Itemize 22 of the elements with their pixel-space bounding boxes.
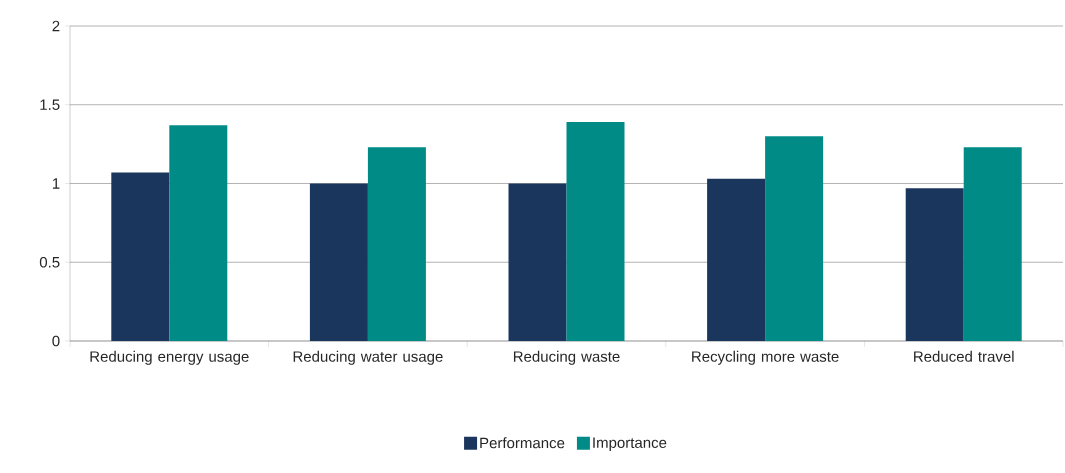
bar	[905, 188, 964, 341]
x-tick-label: Reducing water usage	[293, 350, 443, 365]
bar	[707, 178, 766, 341]
y-tick-label: 1	[52, 178, 60, 189]
legend-label: Performance	[480, 437, 565, 449]
bar	[169, 125, 228, 341]
x-tick-label: Reducing energy usage	[90, 350, 249, 365]
bar	[309, 183, 368, 341]
x-tick-label: Reduced travel	[914, 350, 1014, 362]
x-tick-label: Recycling more waste	[692, 350, 839, 365]
y-tick-label: 2	[52, 20, 60, 32]
bar	[566, 122, 625, 341]
y-tick-label: 0.5	[39, 256, 60, 268]
bar	[111, 172, 170, 341]
bar	[765, 136, 824, 341]
bar	[508, 183, 567, 341]
x-tick-label: Reducing waste	[513, 350, 620, 365]
bar	[367, 147, 426, 341]
y-tick-label: 0	[52, 335, 60, 347]
bar	[963, 147, 1022, 341]
legend-label: Importance	[593, 437, 667, 451]
y-tick-label: 1.5	[40, 99, 60, 110]
